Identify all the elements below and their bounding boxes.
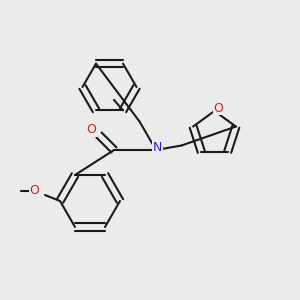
Text: O: O <box>213 101 223 115</box>
Text: O: O <box>87 123 96 136</box>
Text: O: O <box>30 184 39 197</box>
Text: N: N <box>153 141 162 154</box>
